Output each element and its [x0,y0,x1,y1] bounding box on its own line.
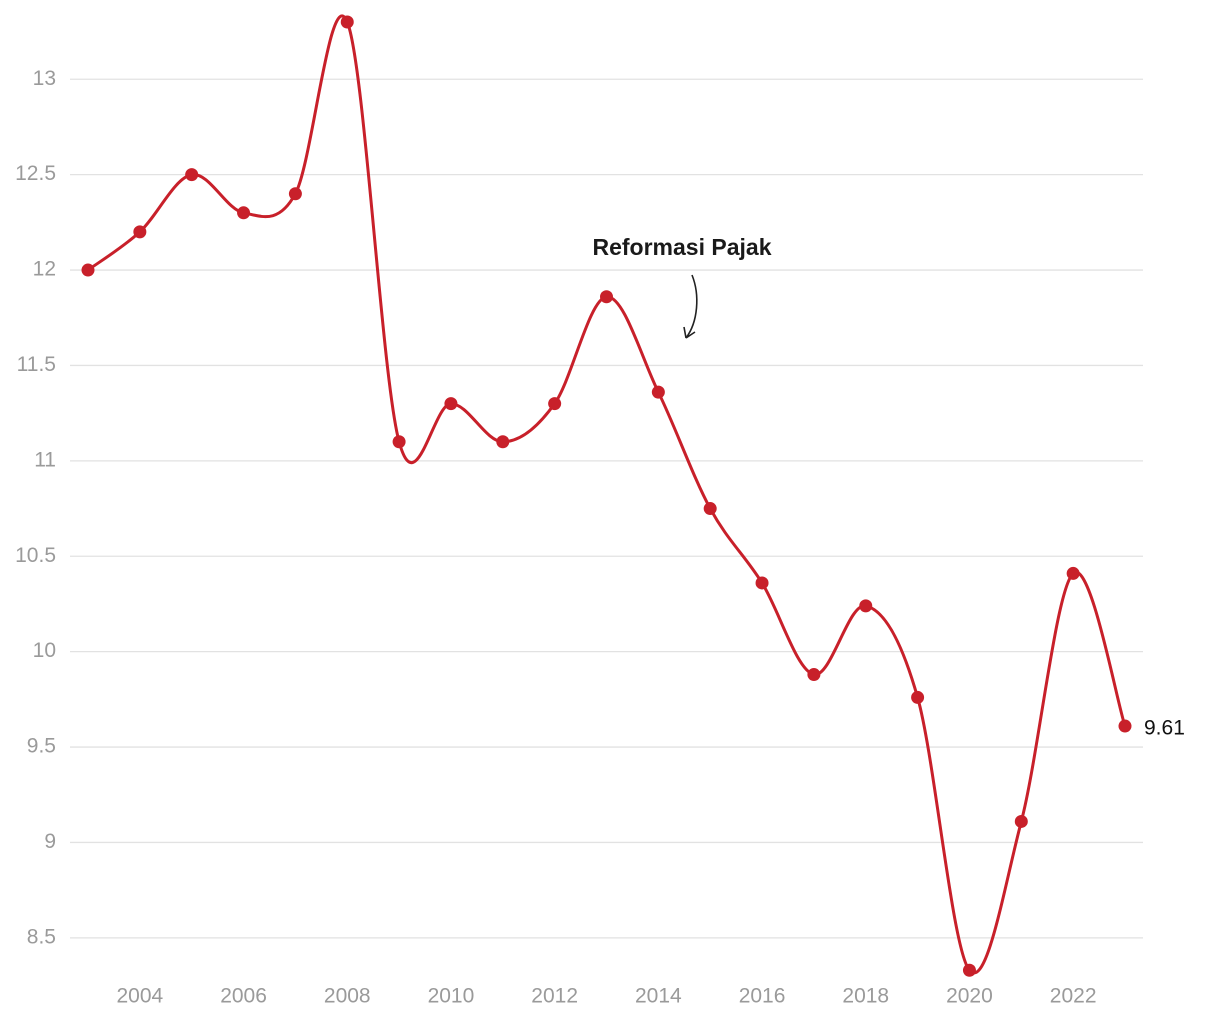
point [548,397,562,411]
point [911,690,925,704]
point [703,502,717,516]
y-tick-label: 11.5 [17,353,56,376]
point [288,187,302,201]
point [859,599,873,613]
y-tick-label: 12 [33,258,56,281]
point [651,385,665,399]
point [81,263,95,277]
x-tick-label: 2004 [116,985,163,1008]
point [496,435,510,449]
x-tick-label: 2014 [635,985,682,1008]
x-tick-label: 2012 [531,985,578,1008]
annotation: Reformasi Pajak [593,234,772,260]
grid [70,78,1143,939]
x-tick-label: 2010 [428,985,475,1008]
point [237,206,251,220]
line [87,14,1127,975]
x-tick-label: 2018 [842,985,889,1008]
y-tick-label: 13 [33,67,56,90]
point [340,15,354,29]
point [807,668,821,682]
x-tick-label: 2020 [946,985,993,1008]
y-tick-label: 8.5 [27,925,56,948]
point [1118,719,1132,733]
y-tick-label: 9 [44,830,56,853]
y-tick-label: 11 [34,448,56,471]
annotation-arrow [683,274,698,339]
x-tick-label: 2008 [324,985,371,1008]
point [133,225,147,239]
y-tick-label: 12.5 [15,162,56,185]
point [392,435,406,449]
point [185,168,199,182]
point [755,576,769,590]
point [1066,566,1080,580]
point [1014,814,1028,828]
x-tick-label: 2022 [1050,985,1097,1008]
value-label: 9.61 [1144,717,1185,740]
x-tick-label: 2006 [220,985,267,1008]
point [444,397,458,411]
point [600,290,613,304]
y-tick-label: 10.5 [15,544,56,567]
y-tick-label: 10 [33,639,56,662]
point [962,963,976,977]
x-tick-label: 2016 [739,985,786,1008]
y-tick-label: 9.5 [27,735,56,758]
